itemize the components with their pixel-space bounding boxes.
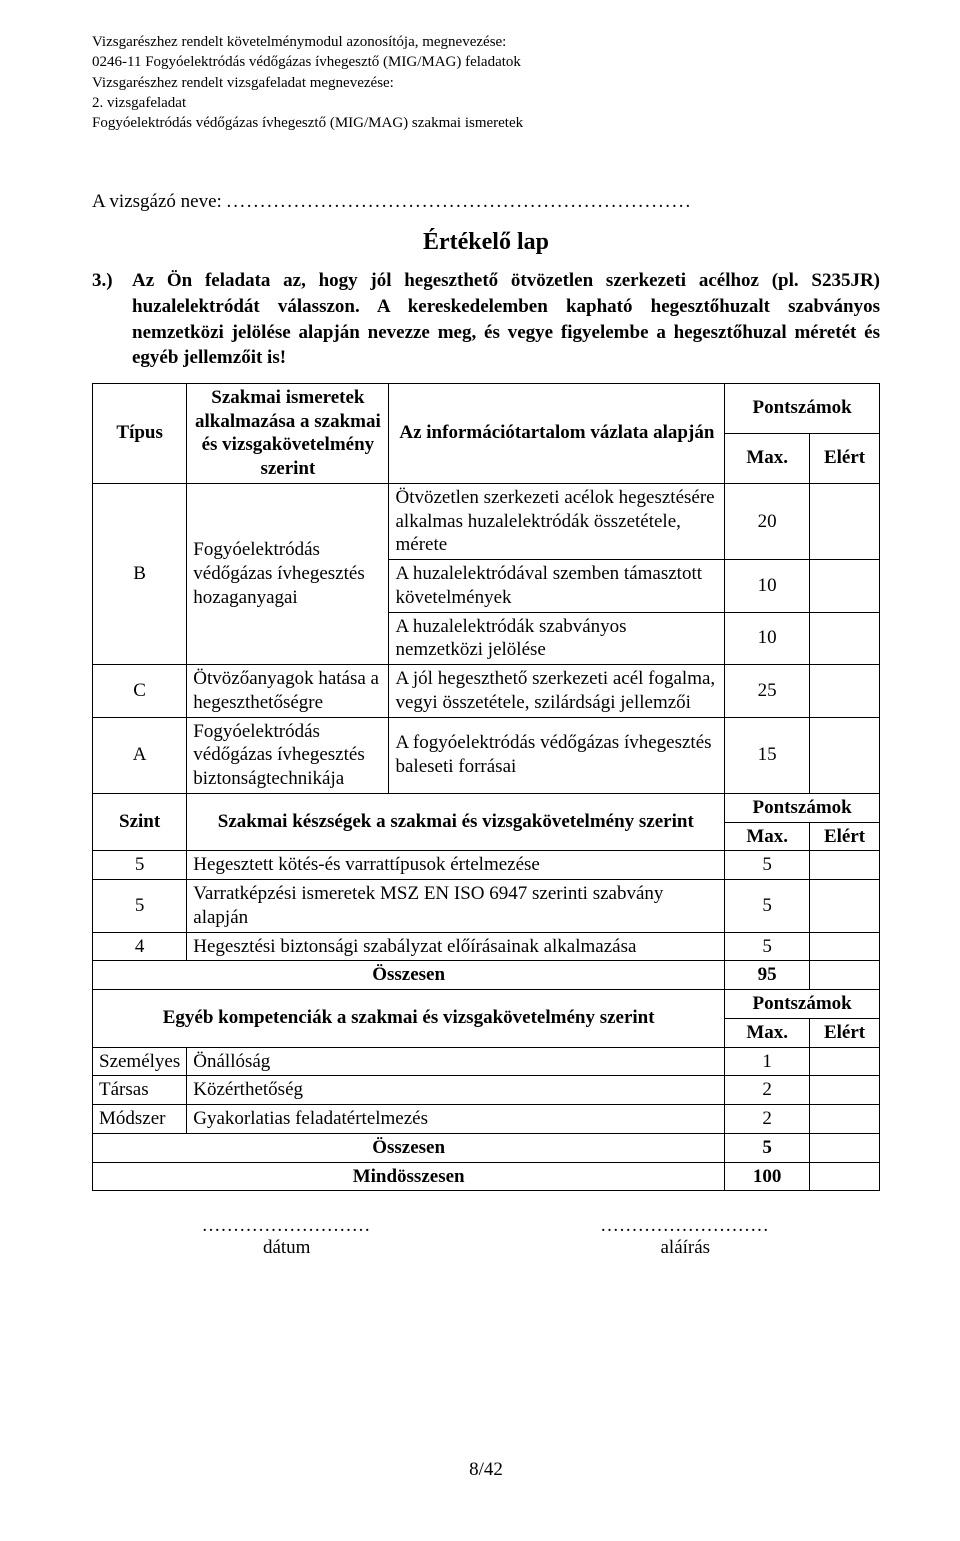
osszesen-1-elert[interactable] xyxy=(810,961,880,990)
date-label: dátum xyxy=(202,1237,371,1259)
task-text: Az Ön feladata az, hogy jól hegeszthető … xyxy=(132,268,880,371)
hdr-line-5: Fogyóelektródás védőgázas ívhegesztő (MI… xyxy=(92,113,880,133)
e3-a: Módszer xyxy=(93,1105,187,1134)
page-title: Értékelő lap xyxy=(92,229,880,256)
b-info-3: A huzalelektródák szabványos nemzetközi … xyxy=(389,612,725,665)
type-c: C xyxy=(93,665,187,718)
th-szakmai: Szakmai ismeretek alkalmazása a szakmai … xyxy=(187,383,389,483)
task-number: 3.) xyxy=(92,268,132,371)
hdr-line-2: 0246-11 Fogyóelektródás védőgázas ívhege… xyxy=(92,52,880,72)
hdr-line-3: Vizsgarészhez rendelt vizsgafeladat megn… xyxy=(92,73,880,93)
c-max: 25 xyxy=(725,665,810,718)
a-knowledge: Fogyóelektródás védőgázas ívhegesztés bi… xyxy=(187,717,389,793)
osszesen-1-max: 95 xyxy=(725,961,810,990)
e3-max: 2 xyxy=(725,1105,810,1134)
th-max-3: Max. xyxy=(725,1018,810,1047)
a-info: A fogyóelektródás védőgázas ívhegesztés … xyxy=(389,717,725,793)
s1-text: Hegesztett kötés-és varrattípusok értelm… xyxy=(187,851,725,880)
e2-a: Társas xyxy=(93,1076,187,1105)
s1-max: 5 xyxy=(725,851,810,880)
s1-elert[interactable] xyxy=(810,851,880,880)
osszesen-1: Összesen xyxy=(93,961,725,990)
osszesen-2-elert[interactable] xyxy=(810,1133,880,1162)
th-egyeb: Egyéb kompetenciák a szakmai és vizsgakö… xyxy=(93,990,725,1048)
s3-max: 5 xyxy=(725,932,810,961)
b-max-3: 10 xyxy=(725,612,810,665)
sign-dots: ........................... xyxy=(601,1215,770,1237)
b-info-1: Ötvözetlen szerkezeti acélok hegesztésér… xyxy=(389,483,725,559)
th-szint: Szint xyxy=(93,793,187,851)
th-max: Max. xyxy=(725,433,810,483)
osszesen-2-max: 5 xyxy=(725,1133,810,1162)
b-max-1: 20 xyxy=(725,483,810,559)
evaluation-table: Típus Szakmai ismeretek alkalmazása a sz… xyxy=(92,383,880,1192)
s2-num: 5 xyxy=(93,880,187,933)
th-elert-3: Elért xyxy=(810,1018,880,1047)
a-max: 15 xyxy=(725,717,810,793)
examinee-dots: ........................................… xyxy=(227,191,693,212)
hdr-line-1: Vizsgarészhez rendelt követelménymodul a… xyxy=(92,32,880,52)
s3-num: 4 xyxy=(93,932,187,961)
module-header: Vizsgarészhez rendelt követelménymodul a… xyxy=(92,32,880,133)
sign-block: ........................... aláírás xyxy=(601,1215,770,1259)
e1-b: Önállóság xyxy=(187,1047,725,1076)
e3-elert[interactable] xyxy=(810,1105,880,1134)
a-elert[interactable] xyxy=(810,717,880,793)
b-max-2: 10 xyxy=(725,560,810,613)
examinee-name-line: A vizsgázó neve: .......................… xyxy=(92,191,880,213)
type-b: B xyxy=(93,483,187,664)
e2-max: 2 xyxy=(725,1076,810,1105)
th-tipus: Típus xyxy=(93,383,187,483)
date-block: ........................... dátum xyxy=(202,1215,371,1259)
e1-max: 1 xyxy=(725,1047,810,1076)
e1-a: Személyes xyxy=(93,1047,187,1076)
sign-label: aláírás xyxy=(601,1237,770,1259)
th-max-2: Max. xyxy=(725,822,810,851)
s2-elert[interactable] xyxy=(810,880,880,933)
hdr-line-4: 2. vizsgafeladat xyxy=(92,93,880,113)
b-info-2: A huzalelektródával szemben támasztott k… xyxy=(389,560,725,613)
b-elert-1[interactable] xyxy=(810,483,880,559)
s3-text: Hegesztési biztonsági szabályzat előírás… xyxy=(187,932,725,961)
e2-b: Közérthetőség xyxy=(187,1076,725,1105)
page: Vizsgarészhez rendelt követelménymodul a… xyxy=(0,0,960,1541)
e1-elert[interactable] xyxy=(810,1047,880,1076)
b-elert-2[interactable] xyxy=(810,560,880,613)
date-dots: ........................... xyxy=(202,1215,371,1237)
th-pontszamok: Pontszámok xyxy=(725,383,880,433)
signature-row: ........................... dátum ......… xyxy=(202,1215,769,1259)
examinee-label: A vizsgázó neve: xyxy=(92,191,222,212)
e2-elert[interactable] xyxy=(810,1076,880,1105)
c-knowledge: Ötvözőanyagok hatása a hegeszthetőségre xyxy=(187,665,389,718)
th-szint-head: Szakmai készségek a szakmai és vizsgaköv… xyxy=(187,793,725,851)
th-pontszamok-2: Pontszámok xyxy=(725,793,880,822)
s1-num: 5 xyxy=(93,851,187,880)
task-block: 3.) Az Ön feladata az, hogy jól hegeszth… xyxy=(92,268,880,371)
mindosszesen: Mindösszesen xyxy=(93,1162,725,1191)
mindosszesen-elert[interactable] xyxy=(810,1162,880,1191)
th-elert-2: Elért xyxy=(810,822,880,851)
s3-elert[interactable] xyxy=(810,932,880,961)
osszesen-2: Összesen xyxy=(93,1133,725,1162)
s2-text: Varratképzési ismeretek MSZ EN ISO 6947 … xyxy=(187,880,725,933)
page-number: 8/42 xyxy=(92,1459,880,1481)
b-elert-3[interactable] xyxy=(810,612,880,665)
th-info: Az információtartalom vázlata alapján xyxy=(389,383,725,483)
b-knowledge: Fogyóelektródás védőgázas ívhegesztés ho… xyxy=(187,483,389,664)
e3-b: Gyakorlatias feladatértelmezés xyxy=(187,1105,725,1134)
th-elert: Elért xyxy=(810,433,880,483)
type-a: A xyxy=(93,717,187,793)
mindosszesen-max: 100 xyxy=(725,1162,810,1191)
s2-max: 5 xyxy=(725,880,810,933)
c-elert[interactable] xyxy=(810,665,880,718)
th-pontszamok-3: Pontszámok xyxy=(725,990,880,1019)
c-info: A jól hegeszthető szerkezeti acél fogalm… xyxy=(389,665,725,718)
